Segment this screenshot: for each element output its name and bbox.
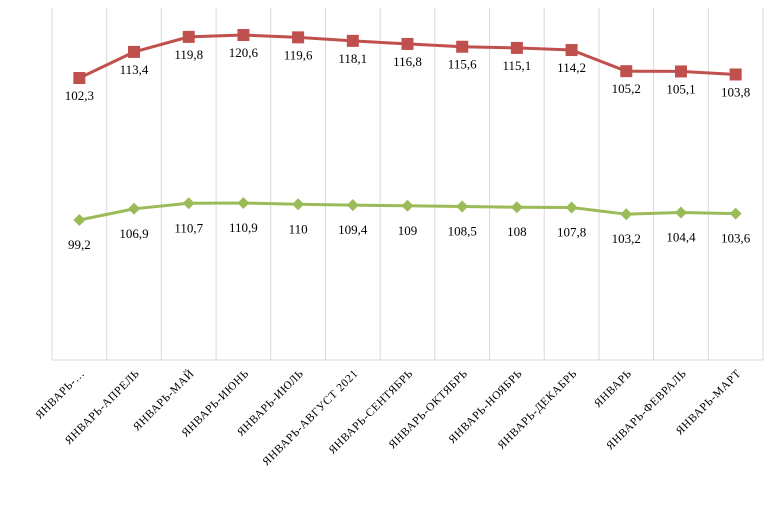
data-point-diamond [73,214,86,226]
data-point-diamond [237,197,250,209]
data-point-square [729,68,742,81]
data-point-square [182,30,195,43]
series-2 [73,197,742,226]
data-point-square [674,65,687,78]
data-point-diamond [401,199,414,212]
data-point-square [237,29,250,41]
data-label: 120,6 [229,45,259,60]
data-point-diamond [456,200,469,213]
data-point-square [401,37,414,50]
data-point-square [346,34,359,47]
data-label: 109 [398,223,418,238]
data-point-diamond [182,197,195,210]
data-label: 114,2 [557,60,586,75]
data-label: 116,8 [393,54,422,69]
data-label: 105,2 [612,81,641,96]
data-point-square [456,40,469,53]
data-label: 99,2 [68,237,91,252]
data-point-diamond [620,208,633,221]
data-labels: 102,3 113,4 119,8 120,6 119,6 118,1 116,8 115,6… [65,45,751,252]
data-point-diamond [292,198,305,211]
series-layer [73,29,742,226]
data-label: 119,6 [284,47,313,62]
data-label: 102,3 [65,88,94,103]
data-label: 107,8 [557,225,586,240]
data-point-diamond [510,201,523,214]
data-label: 105,1 [666,81,695,96]
x-axis-tick-labels: ЯНВАРЬ-…ЯНВАРЬ-АПРЕЛЬЯНВАРЬ-МАЙЯНВАРЬ-ИЮ… [33,366,743,468]
series-1 [73,29,742,84]
data-point-square [620,65,633,78]
data-point-square [292,31,305,44]
data-label: 110,9 [229,220,258,235]
data-label: 110,7 [174,220,203,235]
data-point-diamond [729,207,742,220]
data-label: 106,9 [119,226,148,241]
x-tick-label: ЯНВАРЬ [592,368,634,410]
data-label: 104,4 [666,229,696,244]
data-point-square [73,72,86,84]
data-point-square [565,44,578,57]
data-point-square [510,41,523,54]
data-point-diamond [565,201,578,214]
data-label: 108 [507,224,527,239]
data-label: 118,1 [338,51,367,66]
data-label: 103,2 [612,231,641,246]
data-point-diamond [346,199,359,212]
x-tick-label: ЯНВАРЬ-… [33,368,87,422]
data-point-diamond [128,202,141,215]
x-tick-label: ЯНВАРЬ-АВГУСТ 2021 [260,368,361,469]
data-point-diamond [674,206,687,219]
grid-lines [51,8,764,361]
data-point-square [128,45,141,58]
data-label: 119,8 [174,47,203,62]
data-label: 103,8 [721,84,750,99]
data-label: 110 [289,221,308,236]
data-label: 115,1 [502,58,531,73]
data-label: 103,6 [721,231,751,246]
data-label: 115,6 [448,57,477,72]
data-label: 113,4 [120,62,149,77]
data-label: 108,5 [448,223,477,238]
data-label: 109,4 [338,222,368,237]
